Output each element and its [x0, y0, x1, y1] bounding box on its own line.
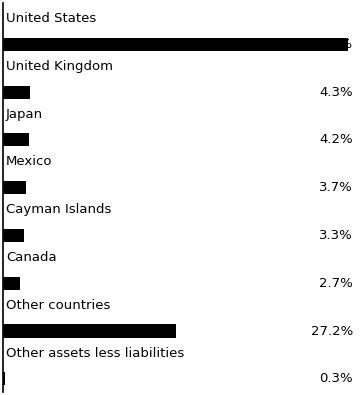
Bar: [3, 324, 176, 338]
Text: United States: United States: [6, 12, 96, 25]
Text: 0.3%: 0.3%: [319, 372, 353, 386]
Text: Canada: Canada: [6, 251, 57, 264]
Text: Japan: Japan: [6, 107, 43, 120]
Text: 27.2%: 27.2%: [311, 325, 353, 338]
Text: 3.7%: 3.7%: [319, 181, 353, 194]
Text: 4.2%: 4.2%: [319, 134, 353, 147]
Text: 54.3%: 54.3%: [311, 38, 353, 51]
Text: Other countries: Other countries: [6, 299, 110, 312]
Bar: [3, 229, 24, 242]
Text: 4.3%: 4.3%: [319, 86, 353, 99]
Text: Cayman Islands: Cayman Islands: [6, 203, 111, 216]
Text: United Kingdom: United Kingdom: [6, 60, 113, 73]
Bar: [3, 86, 30, 99]
Bar: [3, 372, 5, 386]
Text: Mexico: Mexico: [6, 155, 53, 168]
Bar: [3, 134, 30, 147]
Bar: [3, 181, 26, 194]
Text: 2.7%: 2.7%: [319, 277, 353, 290]
Text: 3.3%: 3.3%: [319, 229, 353, 242]
Bar: [3, 38, 348, 51]
Bar: [3, 277, 20, 290]
Text: Other assets less liabilities: Other assets less liabilities: [6, 346, 184, 359]
